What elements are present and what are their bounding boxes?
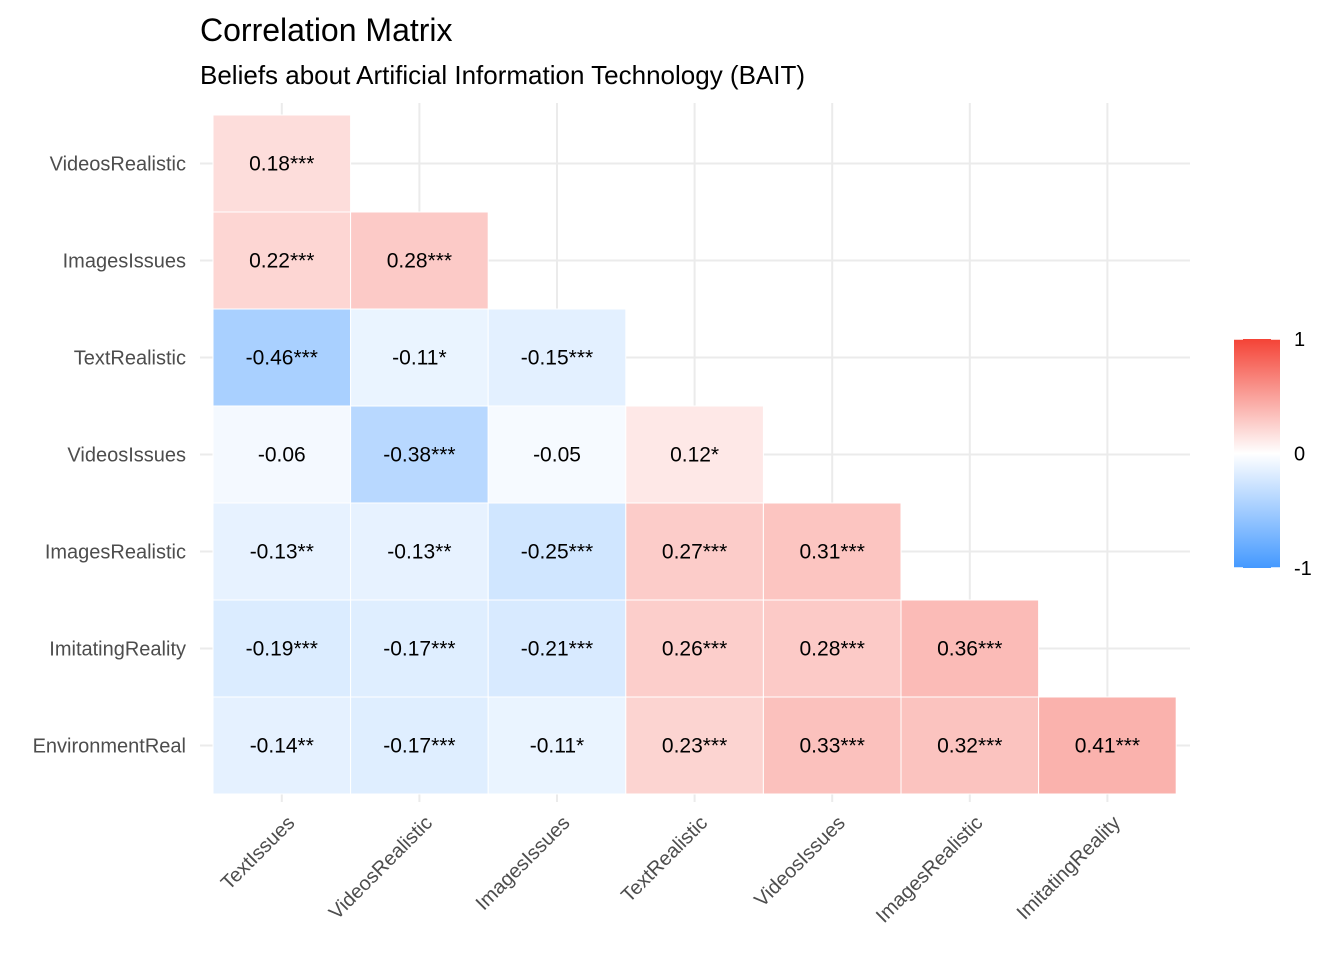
heatmap-cell	[487, 502, 627, 601]
cell-value-label: 0.26***	[662, 638, 727, 661]
cell-value-label: 0.36***	[937, 638, 1002, 661]
heatmap-cell	[762, 696, 902, 795]
x-tick-label: ImitatingReality	[1013, 812, 1125, 924]
cell-value-label: -0.17***	[383, 735, 455, 758]
legend-tick-label: -1	[1294, 558, 1312, 580]
heatmap-cell	[625, 405, 764, 504]
cell-value-label: -0.38***	[383, 444, 455, 467]
heatmap-cell	[212, 405, 352, 504]
x-tick-label: VideosRealistic	[325, 812, 437, 924]
heatmap-cell	[625, 599, 764, 698]
heatmap-cell	[212, 599, 352, 698]
heatmap-cell	[350, 599, 489, 698]
cell-value-label: -0.46***	[246, 347, 318, 370]
y-tick-label: VideosRealistic	[50, 154, 186, 176]
heatmap-cell	[212, 308, 352, 407]
cell-value-label: 0.31***	[800, 541, 865, 564]
heatmap-cell	[900, 696, 1040, 795]
x-tick-label: TextRealistic	[617, 812, 712, 907]
cell-value-label: 0.28***	[387, 250, 452, 273]
cell-value-label: 0.12*	[670, 444, 719, 467]
x-tick-label: ImagesIssues	[472, 812, 575, 915]
heatmap-cell	[212, 696, 352, 795]
heatmap-cell	[350, 405, 489, 504]
heatmap-cell	[212, 502, 352, 601]
heatmap-cell	[1038, 696, 1177, 795]
cell-value-label: -0.05	[533, 444, 581, 467]
cell-value-label: -0.17***	[383, 638, 455, 661]
cell-value-label: -0.13**	[250, 541, 314, 564]
legend-tick-label: 0	[1294, 444, 1305, 466]
cell-labels: 0.18*** 0.22*** 0.28*** -0.46*** -0.11* -0.15…	[246, 153, 1140, 758]
heatmap-cell	[625, 502, 764, 601]
cell-value-label: -0.13**	[387, 541, 451, 564]
y-tick-label: ImagesIssues	[63, 251, 186, 273]
y-tick-label: EnvironmentReal	[33, 736, 186, 758]
color-legend: 1 0 -1	[1234, 329, 1312, 580]
cell-value-label: -0.06	[258, 444, 306, 467]
heatmap-cell	[350, 308, 489, 407]
x-axis-tick-labels: TextIssues VideosRealistic ImagesIssues Tex…	[217, 812, 1125, 927]
x-tick-label: TextIssues	[217, 812, 299, 894]
heatmap-cell	[900, 599, 1040, 698]
y-tick-label: ImitatingReality	[49, 639, 186, 661]
heatmap-cell	[487, 308, 627, 407]
x-tick-label: ImagesRealistic	[872, 812, 987, 927]
y-tick-label: TextRealistic	[74, 348, 186, 370]
heatmap-cell	[212, 211, 352, 310]
cell-value-label: -0.11*	[392, 347, 446, 370]
cell-value-label: 0.23***	[662, 735, 727, 758]
cell-value-label: -0.21***	[521, 638, 593, 661]
legend-tick-label: 1	[1294, 329, 1305, 351]
y-tick-label: ImagesRealistic	[45, 542, 186, 564]
cell-value-label: 0.18***	[249, 153, 314, 176]
cell-value-label: 0.22***	[249, 250, 314, 273]
heatmap-cell	[350, 502, 489, 601]
heatmap-cell	[487, 599, 627, 698]
cell-value-label: -0.15***	[521, 347, 593, 370]
cell-value-label: 0.41***	[1075, 735, 1140, 758]
heatmap-cells	[212, 114, 1177, 795]
y-axis-tick-labels: VideosRealistic ImagesIssues TextRealistic…	[33, 154, 186, 758]
cell-value-label: -0.14**	[250, 735, 314, 758]
cell-value-label: 0.27***	[662, 541, 727, 564]
cell-value-label: -0.25***	[521, 541, 593, 564]
heatmap-cell	[487, 405, 627, 504]
chart-title: Correlation Matrix	[200, 12, 453, 48]
chart-subtitle: Beliefs about Artificial Information Tec…	[200, 60, 806, 90]
cell-value-label: 0.28***	[800, 638, 865, 661]
heatmap-cell	[762, 502, 902, 601]
heatmap-cell	[350, 696, 489, 795]
heatmap-cell	[762, 599, 902, 698]
heatmap-cell	[350, 211, 489, 310]
cell-value-label: 0.33***	[800, 735, 865, 758]
cell-value-label: 0.32***	[937, 735, 1002, 758]
x-tick-label: VideosIssues	[750, 812, 849, 911]
heatmap-cell	[212, 114, 352, 213]
heatmap-cell	[625, 696, 764, 795]
y-tick-label: VideosIssues	[67, 445, 186, 467]
cell-value-label: -0.11*	[530, 735, 584, 758]
cell-value-label: -0.19***	[246, 638, 318, 661]
